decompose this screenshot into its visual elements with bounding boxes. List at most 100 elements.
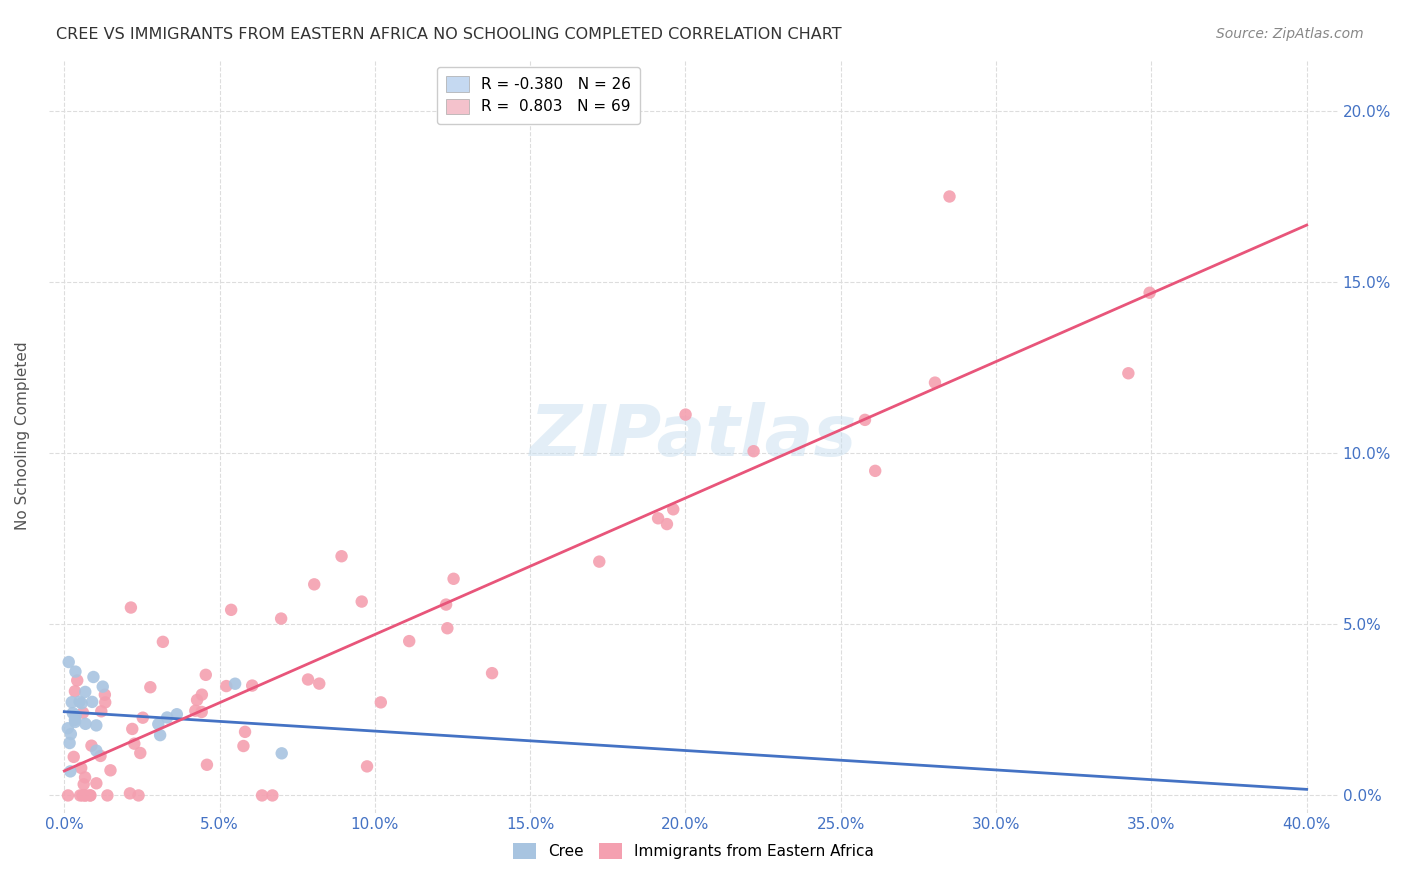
Text: CREE VS IMMIGRANTS FROM EASTERN AFRICA NO SCHOOLING COMPLETED CORRELATION CHART: CREE VS IMMIGRANTS FROM EASTERN AFRICA N…	[56, 27, 842, 42]
Point	[853, 413, 876, 427]
Point	[120, 600, 142, 615]
Point	[481, 666, 503, 681]
Point	[94, 688, 117, 702]
Point	[58, 655, 80, 669]
Point	[1139, 285, 1161, 300]
Point	[86, 776, 108, 790]
Point	[79, 789, 101, 803]
Point	[86, 744, 108, 758]
Point	[128, 789, 150, 803]
Point	[398, 634, 420, 648]
Point	[662, 502, 685, 516]
Point	[69, 789, 91, 803]
Point	[647, 511, 669, 525]
Point	[250, 789, 273, 803]
Point	[166, 707, 188, 722]
Point	[443, 572, 465, 586]
Point	[132, 711, 155, 725]
Point	[195, 757, 218, 772]
Point	[90, 704, 112, 718]
Point	[118, 786, 141, 800]
Point	[80, 739, 103, 753]
Point	[194, 668, 217, 682]
Point	[56, 721, 79, 735]
Point	[73, 777, 96, 791]
Point	[370, 695, 392, 709]
Point	[191, 688, 214, 702]
Text: ZIPatlas: ZIPatlas	[530, 401, 856, 471]
Point	[588, 555, 610, 569]
Point	[139, 680, 162, 694]
Point	[63, 714, 86, 729]
Point	[91, 680, 114, 694]
Point	[152, 635, 174, 649]
Point	[86, 718, 108, 732]
Point	[219, 603, 242, 617]
Point	[100, 764, 122, 778]
Point	[59, 764, 82, 779]
Point	[60, 695, 83, 709]
Point	[56, 789, 79, 803]
Point	[742, 444, 765, 458]
Point	[436, 621, 458, 635]
Point	[308, 676, 330, 690]
Point	[224, 677, 246, 691]
Point	[66, 673, 89, 688]
Point	[59, 736, 82, 750]
Point	[72, 706, 94, 720]
Point	[75, 771, 97, 785]
Point	[148, 717, 170, 731]
Point	[330, 549, 353, 564]
Point	[434, 598, 457, 612]
Point	[675, 408, 697, 422]
Point	[62, 750, 84, 764]
Text: Source: ZipAtlas.com: Source: ZipAtlas.com	[1216, 27, 1364, 41]
Point	[69, 695, 91, 709]
Y-axis label: No Schooling Completed: No Schooling Completed	[15, 342, 30, 531]
Point	[232, 739, 254, 753]
Point	[655, 517, 678, 532]
Point	[863, 464, 886, 478]
Point	[240, 679, 263, 693]
Point	[75, 789, 97, 803]
Point	[59, 727, 82, 741]
Point	[924, 376, 946, 390]
Point	[72, 789, 94, 803]
Point	[75, 716, 97, 731]
Point	[63, 684, 86, 698]
Point	[302, 577, 325, 591]
Legend: R = -0.380   N = 26, R =  0.803   N = 69: R = -0.380 N = 26, R = 0.803 N = 69	[437, 67, 640, 124]
Point	[190, 705, 212, 719]
Point	[82, 670, 104, 684]
Point	[62, 706, 84, 720]
Point	[63, 713, 86, 727]
Point	[70, 696, 93, 710]
Point	[65, 665, 87, 679]
Point	[1118, 366, 1140, 380]
Point	[75, 789, 97, 803]
Point	[82, 695, 104, 709]
Point	[297, 673, 319, 687]
Point	[65, 708, 87, 723]
Point	[124, 737, 146, 751]
Point	[270, 611, 292, 625]
Point	[233, 724, 256, 739]
Point	[938, 189, 960, 203]
Point	[350, 594, 373, 608]
Point	[79, 789, 101, 803]
Point	[96, 789, 118, 803]
Point	[186, 693, 208, 707]
Point	[75, 685, 97, 699]
Point	[156, 710, 179, 724]
Point	[89, 748, 111, 763]
Point	[70, 761, 93, 775]
Point	[129, 746, 152, 760]
Point	[215, 679, 238, 693]
Point	[262, 789, 284, 803]
Point	[356, 759, 378, 773]
Point	[184, 704, 207, 718]
Point	[121, 722, 143, 736]
Point	[270, 747, 292, 761]
Point	[149, 728, 172, 742]
Point	[94, 695, 117, 709]
